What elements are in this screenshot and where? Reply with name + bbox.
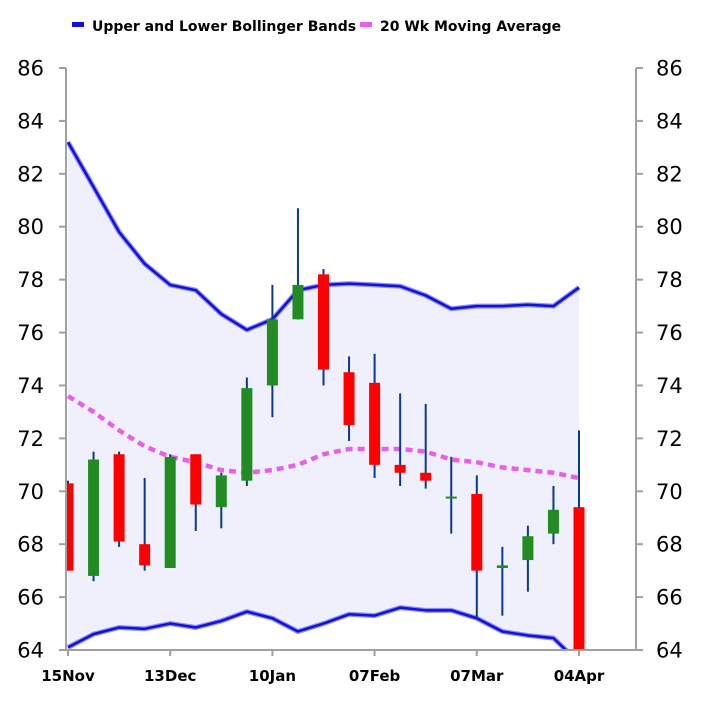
candle-body [522,536,534,561]
candle-body [88,459,100,576]
y-tick-label-right: 80 [656,215,683,239]
y-tick-label-left: 70 [17,480,44,504]
legend-swatch-moving-average [360,22,372,27]
y-tick-label-right: 68 [656,533,683,557]
x-axis-labels: 15Nov 13Dec 10Jan 07Feb 07Mar 04Apr [41,667,605,685]
y-tick-label-left: 76 [17,321,44,345]
moving-average-line [66,394,580,481]
y-tick-label-left: 66 [17,586,44,610]
candle-body [190,454,202,505]
legend-label-bollinger-bands: Upper and Lower Bollinger Bands [92,19,356,35]
x-tick-label: 07Mar [450,667,504,685]
y-tick-label-right: 66 [656,586,683,610]
candle-body [292,284,304,320]
y-tick-label-left: 80 [17,215,44,239]
legend-label-moving-average: 20 Wk Moving Average [380,19,561,35]
y-tick-label-left: 82 [17,162,44,186]
candle-body [573,507,585,650]
y-axis-left-labels: 64 66 68 70 72 74 76 78 80 82 84 86 [17,57,44,663]
moving-average-layer [66,394,580,481]
y-tick-label-right: 76 [656,321,683,345]
y-tick-label-right: 64 [656,639,683,663]
candle-body [496,565,508,568]
candle-body [66,483,74,571]
candles-layer [66,208,585,650]
y-tick-label-right: 86 [656,57,683,81]
candle-body [113,454,125,542]
x-tick-label: 07Feb [349,667,401,685]
candle-body [266,319,278,386]
y-tick-label-left: 72 [17,427,44,451]
y-tick-label-right: 82 [656,162,683,186]
y-tick-label-right: 84 [656,109,683,133]
y-tick-label-right: 74 [656,374,683,398]
y-tick-label-left: 64 [17,639,44,663]
candle-body [241,388,253,481]
axes [59,67,643,656]
y-tick-label-right: 70 [656,480,683,504]
candle-body [343,372,355,426]
y-axis-right-labels: 64 66 68 70 72 74 76 78 80 82 84 86 [656,57,683,663]
lower-band-line [67,606,568,650]
candle-body [420,472,432,481]
x-tick-label: 04Apr [554,667,605,685]
x-tick-label: 10Jan [249,667,296,685]
candle-body [215,475,227,508]
y-tick-label-left: 68 [17,533,44,557]
candle-body [369,382,381,465]
y-tick-label-left: 84 [17,109,44,133]
candle-body [471,493,483,571]
x-tick-label: 13Dec [144,667,196,685]
candle-body [318,274,329,370]
candle-body [164,456,176,568]
y-tick-label-right: 72 [656,427,683,451]
legend-swatch-bollinger-bands [72,22,84,27]
y-tick-label-left: 78 [17,268,44,292]
y-tick-label-right: 78 [656,268,683,292]
candle-body [139,544,151,566]
candle-body [547,509,559,534]
chart-legend: Upper and Lower Bollinger Bands 20 Wk Mo… [72,19,561,35]
candle-body [445,496,457,499]
y-tick-label-left: 74 [17,374,44,398]
candle-body [394,464,406,473]
x-tick-label: 15Nov [41,667,95,685]
y-tick-label-left: 86 [17,57,44,81]
